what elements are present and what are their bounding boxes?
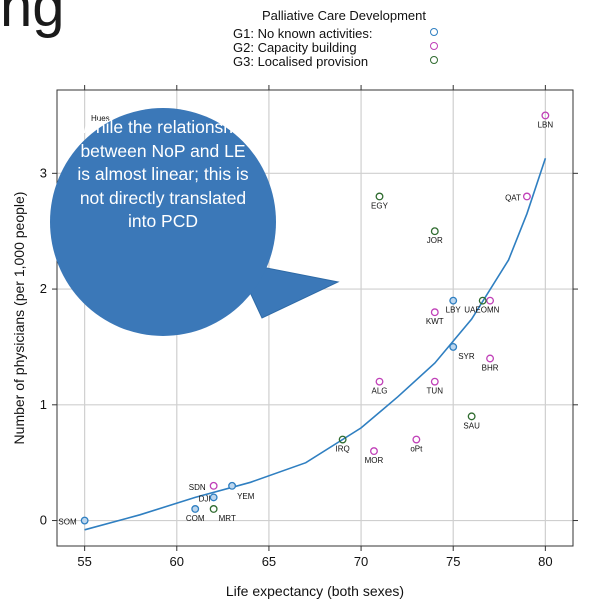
slide-title-fragment: ng xyxy=(0,0,65,39)
data-point-egy xyxy=(375,192,384,201)
point-label-bhr: BHR xyxy=(482,364,499,373)
legend-item-g3: G3: Localised provision xyxy=(233,54,463,69)
data-point-dji xyxy=(209,493,218,502)
data-point-bhr xyxy=(486,354,495,363)
x-axis-label: Life expectancy (both sexes) xyxy=(226,583,404,599)
callout-bubble xyxy=(50,108,276,336)
data-point-lby xyxy=(449,296,458,305)
legend-label-g2: G2: Capacity building xyxy=(233,40,357,55)
legend: Palliative Care Development G1: No known… xyxy=(0,0,601,80)
data-point-tun xyxy=(430,377,439,386)
data-point-uae xyxy=(478,296,487,305)
data-point-jor xyxy=(430,227,439,236)
x-tick-label: 60 xyxy=(170,554,184,569)
data-points: SOM COM DJI YEM LBY SYR SDN MOR oPt ALG TUN KWT OMN B… xyxy=(58,111,554,527)
point-label-yem: YEM xyxy=(237,492,255,501)
point-label-syr: SYR xyxy=(458,352,475,361)
point-label-alg: ALG xyxy=(371,387,387,396)
legend-marker-g1 xyxy=(430,28,438,36)
legend-label-g3: G3: Localised provision xyxy=(233,54,369,69)
data-point-omn xyxy=(486,296,495,305)
x-tick-label: 75 xyxy=(446,554,460,569)
y-tick-label: 1 xyxy=(40,397,47,412)
x-tick-label: 80 xyxy=(538,554,552,569)
point-label-sdn: SDN xyxy=(189,483,206,492)
point-label-som: SOM xyxy=(58,518,77,527)
point-label-dji: DJI xyxy=(199,494,211,503)
obscured-point-label: Hues xyxy=(91,114,110,123)
point-label-omn: OMN xyxy=(481,306,500,315)
data-point-syr xyxy=(449,342,458,351)
legend-item-g1: G1: No known activities: xyxy=(233,26,463,41)
x-tick-label: 65 xyxy=(262,554,276,569)
data-point-lbn xyxy=(541,111,550,120)
point-label-opt: oPt xyxy=(410,445,423,454)
point-label-mor: MOR xyxy=(365,456,384,465)
point-label-uae: UAE xyxy=(464,306,480,315)
legend-title: Palliative Care Development xyxy=(261,8,427,23)
plot-frame xyxy=(56,89,574,547)
data-point-opt xyxy=(412,435,421,444)
point-label-jor: JOR xyxy=(427,236,443,245)
data-point-mor xyxy=(370,447,378,456)
data-point-qat xyxy=(522,192,531,201)
y-tick-label: 2 xyxy=(40,281,47,296)
point-label-sau: SAU xyxy=(463,421,480,430)
callout-text: While the relationship between NoP and L… xyxy=(77,117,249,231)
x-tick-label: 55 xyxy=(77,554,91,569)
legend-label-g1: G1: No known activities: xyxy=(233,26,373,41)
point-label-lbn: LBN xyxy=(538,120,554,129)
data-point-alg xyxy=(375,377,384,386)
data-point-yem xyxy=(228,481,237,490)
point-label-mrt: MRT xyxy=(219,514,236,523)
point-label-egy: EGY xyxy=(371,201,389,210)
data-point-mrt xyxy=(209,505,218,513)
trend-line xyxy=(84,158,547,531)
data-point-som xyxy=(80,516,89,525)
point-label-qat: QAT xyxy=(505,193,521,202)
data-point-kwt xyxy=(430,308,439,317)
point-label-tun: TUN xyxy=(427,387,444,396)
legend-marker-g3 xyxy=(430,56,438,64)
y-tick-label: 0 xyxy=(40,513,47,528)
legend-marker-g2 xyxy=(430,42,438,50)
data-point-sdn xyxy=(209,481,218,490)
y-axis-label: Number of physicians (per 1,000 people) xyxy=(11,192,27,445)
point-label-lby: LBY xyxy=(446,306,462,315)
point-label-com: COM xyxy=(186,514,205,523)
y-tick-label: 3 xyxy=(40,165,47,180)
axis-ticks: 55 60 65 70 75 80 0 1 2 3 xyxy=(40,85,578,569)
x-tick-label: 70 xyxy=(354,554,368,569)
legend-item-g2: G2: Capacity building xyxy=(233,40,463,55)
data-point-com xyxy=(191,505,200,513)
point-label-irq: IRQ xyxy=(336,445,350,454)
point-label-kwt: KWT xyxy=(426,317,444,326)
data-point-irq xyxy=(338,435,347,444)
data-point-sau xyxy=(467,412,476,421)
